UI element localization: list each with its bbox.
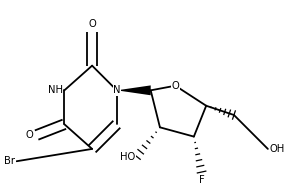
Text: Br: Br (4, 156, 15, 166)
Text: O: O (171, 81, 179, 91)
Text: F: F (199, 175, 204, 185)
Text: O: O (26, 130, 34, 140)
Text: NH: NH (48, 85, 63, 95)
Text: HO: HO (120, 152, 135, 162)
Text: N: N (113, 85, 121, 95)
Polygon shape (117, 85, 151, 95)
Text: OH: OH (269, 144, 285, 154)
Text: O: O (88, 19, 96, 29)
